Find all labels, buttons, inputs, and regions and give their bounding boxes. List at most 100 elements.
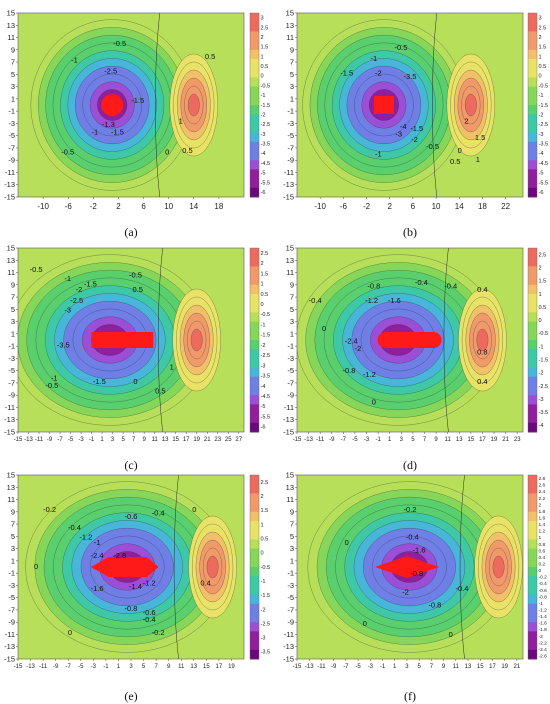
contour-label: 0 — [449, 630, 453, 639]
panel-d: -0.4 -0.8 -1.2 -1.6 -2 -2.4 -0.8 -1.2 0 0 0.4 0.8 0.… — [275, 238, 550, 473]
contour-label: -0.4 — [415, 278, 428, 287]
x-tick-label: -15 — [293, 437, 302, 443]
colorbar-tick-label: -2.5 — [261, 353, 271, 359]
y-tick-label: 11 — [7, 268, 15, 277]
colorbar-segment — [250, 77, 259, 88]
colorbar-segment — [528, 511, 537, 522]
x-tick-label: -15 — [14, 664, 23, 670]
y-tick-label: -9 — [8, 156, 15, 165]
contour-label: -1.2 — [79, 532, 92, 541]
colorbar-segment — [528, 539, 537, 550]
colorbar-tick-label: 2 — [539, 35, 542, 41]
x-tick-label: 18 — [478, 202, 487, 211]
colorbar-tick-label: -4 — [261, 151, 266, 157]
y-tick-label: -13 — [283, 642, 294, 651]
colorbar-segment — [528, 640, 537, 651]
panel-caption: (d) — [403, 458, 417, 472]
colorbar-tick-label: -3 — [261, 132, 266, 138]
y-tick-label: 5 — [290, 305, 294, 314]
colorbar-segment — [528, 340, 537, 350]
y-tick-label: -1 — [8, 342, 15, 351]
contour-label: -2.4 — [345, 337, 358, 346]
y-tick-label: -13 — [283, 180, 294, 189]
y-tick-label: -9 — [8, 618, 15, 627]
colorbar-tick-label: -1.8 — [539, 627, 548, 633]
contour-label: 0.4 — [477, 285, 487, 294]
colorbar-segment — [528, 493, 537, 504]
y-tick-label: -9 — [8, 391, 15, 400]
x-tick-label: -5 — [355, 664, 361, 670]
x-tick-label: -5 — [78, 664, 84, 670]
x-tick-label: -5 — [352, 437, 358, 443]
y-tick-label: 9 — [11, 280, 15, 289]
contour-level-positive — [187, 93, 200, 117]
contour-label: -1 — [92, 127, 99, 136]
contour-label: -0.5 — [61, 148, 74, 157]
colorbar-segment — [528, 557, 537, 568]
x-tick-label: 11 — [453, 664, 460, 670]
y-tick-label: -1 — [8, 107, 15, 116]
colorbar-segment — [250, 59, 259, 69]
x-tick-label: -13 — [305, 664, 314, 670]
contour-label: -1.6 — [388, 296, 401, 305]
colorbar-segment — [250, 386, 259, 396]
plot-frame — [17, 247, 245, 433]
colorbar-segment — [250, 376, 259, 387]
contour-label: 0 — [345, 538, 349, 547]
x-tick-label: 14 — [455, 202, 464, 211]
contour-label: -0.8 — [125, 604, 138, 613]
x-tick-label: -13 — [304, 437, 313, 443]
colorbar-tick-label: -2.5 — [261, 621, 271, 627]
x-tick-label: 23 — [214, 437, 221, 443]
y-tick-label: -9 — [287, 391, 294, 400]
panel-caption: (a) — [124, 225, 138, 239]
colorbar-tick-label: -1.5 — [261, 593, 271, 599]
colorbar-segment — [528, 312, 537, 323]
contour-label: 0.5 — [182, 146, 192, 155]
contour-label: -1 — [94, 538, 101, 547]
contour-label: -0.8 — [410, 569, 423, 578]
colorbar-tick-label: -2.6 — [539, 654, 548, 660]
colorbar-segment — [528, 376, 537, 387]
contour-label: -3.5 — [57, 340, 70, 349]
contour-label: -0.2 — [43, 505, 56, 514]
x-tick-label: -3 — [91, 664, 97, 670]
x-tick-label: -13 — [26, 664, 35, 670]
colorbar-segment — [250, 330, 259, 341]
y-tick-label: -11 — [284, 630, 294, 639]
colorbar-tick-label: -1.5 — [539, 103, 549, 109]
y-tick-label: 11 — [286, 495, 294, 504]
contour-label: -2.4 — [91, 551, 104, 560]
colorbar-segment — [528, 141, 537, 152]
y-tick-label: -13 — [4, 415, 15, 424]
x-tick-label: -6 — [65, 202, 73, 211]
colorbar-segment — [250, 413, 259, 424]
contour-label: 0 — [68, 628, 72, 637]
colorbar-tick-label: -6 — [261, 190, 266, 196]
panel-f: -0.2 -0.4 -0.8 -1.6 -2 -0.4 -0.8 0 0 0 15 13 11 9 7 5 3 1… — [275, 467, 550, 704]
y-tick-label: 9 — [11, 45, 15, 54]
colorbar-segment — [528, 151, 537, 161]
contour-plot-e: -0.2-0.4-0.6 -0.4-1.2-1-2.4 -2.8-1.2-1.4-1… — [4, 471, 271, 671]
colorbar-tick-label: -1.4 — [539, 614, 548, 620]
colorbar-segment — [528, 114, 537, 124]
contour-label: 0.5 — [205, 52, 215, 61]
panel-caption: (e) — [124, 689, 138, 703]
contour-label: -1.5 — [131, 96, 144, 105]
colorbar-segment — [250, 585, 259, 596]
contour-label: -0.2 — [152, 628, 165, 637]
x-tick-label: -3 — [364, 437, 370, 443]
y-tick-label: -5 — [287, 593, 294, 602]
colorbar-segment — [528, 178, 537, 189]
colorbar-tick-label: 2.5 — [261, 251, 269, 257]
y-tick-label: 3 — [290, 317, 294, 326]
contour-plot-a: -0.5-1-2.5-1.5-1.5-1-0.5 00.510.5-1.31513… — [4, 9, 270, 212]
y-tick-label: 5 — [11, 305, 15, 314]
colorbar-tick-label: -2.5 — [539, 384, 549, 390]
x-tick-label: 9 — [442, 664, 446, 670]
contour-label: -1.5 — [410, 124, 423, 133]
colorbar-tick-label: -2 — [539, 634, 544, 640]
colorbar-segment — [250, 49, 259, 60]
x-tick-label: 15 — [477, 664, 484, 670]
colorbar-tick-label: -5.5 — [261, 414, 271, 420]
